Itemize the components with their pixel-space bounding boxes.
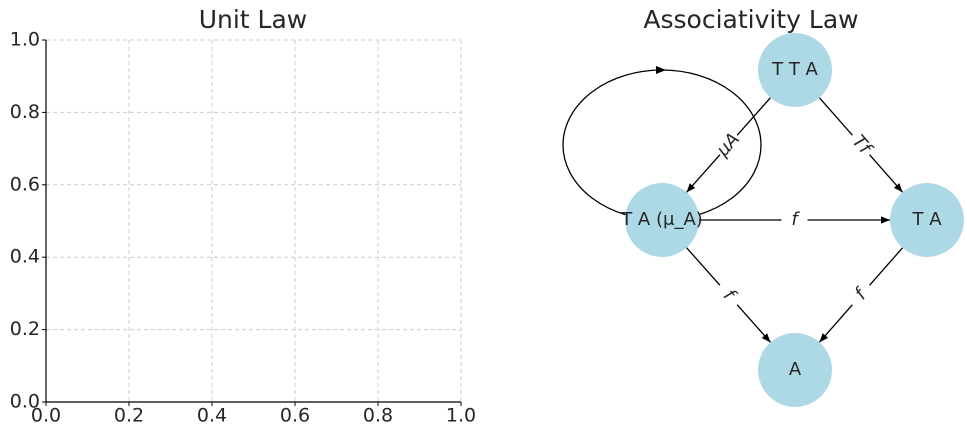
node-label: T T A: [771, 59, 818, 80]
edge-label: f: [791, 209, 800, 230]
edge-label-box: [711, 127, 746, 163]
node-label: T A (μ_A): [620, 209, 703, 230]
x-tick-label: 0.4: [197, 405, 227, 427]
edge-label-box: [781, 209, 808, 231]
edge-label-box: [844, 277, 878, 313]
node: [890, 183, 964, 257]
y-tick-label: 0.2: [10, 318, 40, 340]
node: [625, 183, 699, 257]
x-tick-label: 0.6: [280, 405, 310, 427]
y-tick-label: 0.6: [10, 173, 40, 195]
y-tick-label: 0.4: [10, 246, 40, 268]
node-label: A: [789, 359, 802, 380]
chart-title: Associativity Law: [643, 5, 858, 34]
loop-arrowhead: [656, 66, 666, 74]
edge-label-group: f: [844, 277, 878, 313]
edge-label-box: [711, 277, 746, 313]
node: [758, 333, 832, 407]
edge-label-group: f: [711, 277, 746, 313]
chart-title: Unit Law: [199, 5, 308, 34]
x-tick-label: 0.2: [114, 405, 144, 427]
x-tick-label: 0.8: [363, 405, 393, 427]
x-tick-label: 0.0: [31, 405, 61, 427]
node: [758, 33, 832, 107]
edge-label-group: Tf: [844, 127, 878, 163]
edge-label-group: μA: [711, 127, 746, 163]
edge-label-box: [844, 127, 878, 163]
y-tick-label: 0.0: [10, 391, 40, 413]
node-label: T A: [911, 209, 942, 230]
y-tick-label: 0.8: [10, 101, 40, 123]
edge-label-group: f: [781, 209, 808, 231]
y-tick-label: 1.0: [10, 29, 40, 51]
x-tick-label: 1.0: [446, 405, 476, 427]
